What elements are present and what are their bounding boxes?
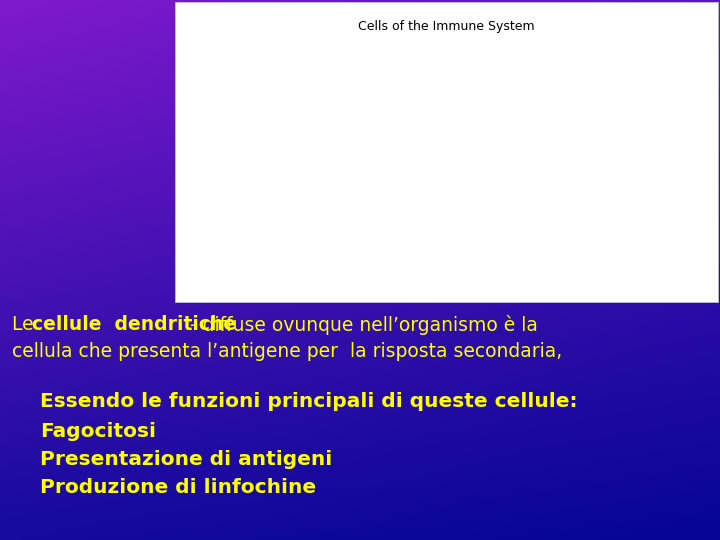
Text: cellule  dendritiche: cellule dendritiche (32, 315, 236, 334)
Text: - diffuse ovunque nell’organismo è la: - diffuse ovunque nell’organismo è la (184, 315, 538, 335)
Text: Le: Le (12, 315, 40, 334)
Text: Produzione di linfochine: Produzione di linfochine (40, 478, 316, 497)
FancyBboxPatch shape (175, 2, 718, 302)
Text: Presentazione di antigeni: Presentazione di antigeni (40, 450, 332, 469)
Text: Essendo le funzioni principali di queste cellule:: Essendo le funzioni principali di queste… (40, 392, 577, 411)
Text: cellula che presenta l’antigene per  la risposta secondaria,: cellula che presenta l’antigene per la r… (12, 342, 562, 361)
Text: Cells of the Immune System: Cells of the Immune System (358, 20, 535, 33)
Text: Fagocitosi: Fagocitosi (40, 422, 156, 441)
